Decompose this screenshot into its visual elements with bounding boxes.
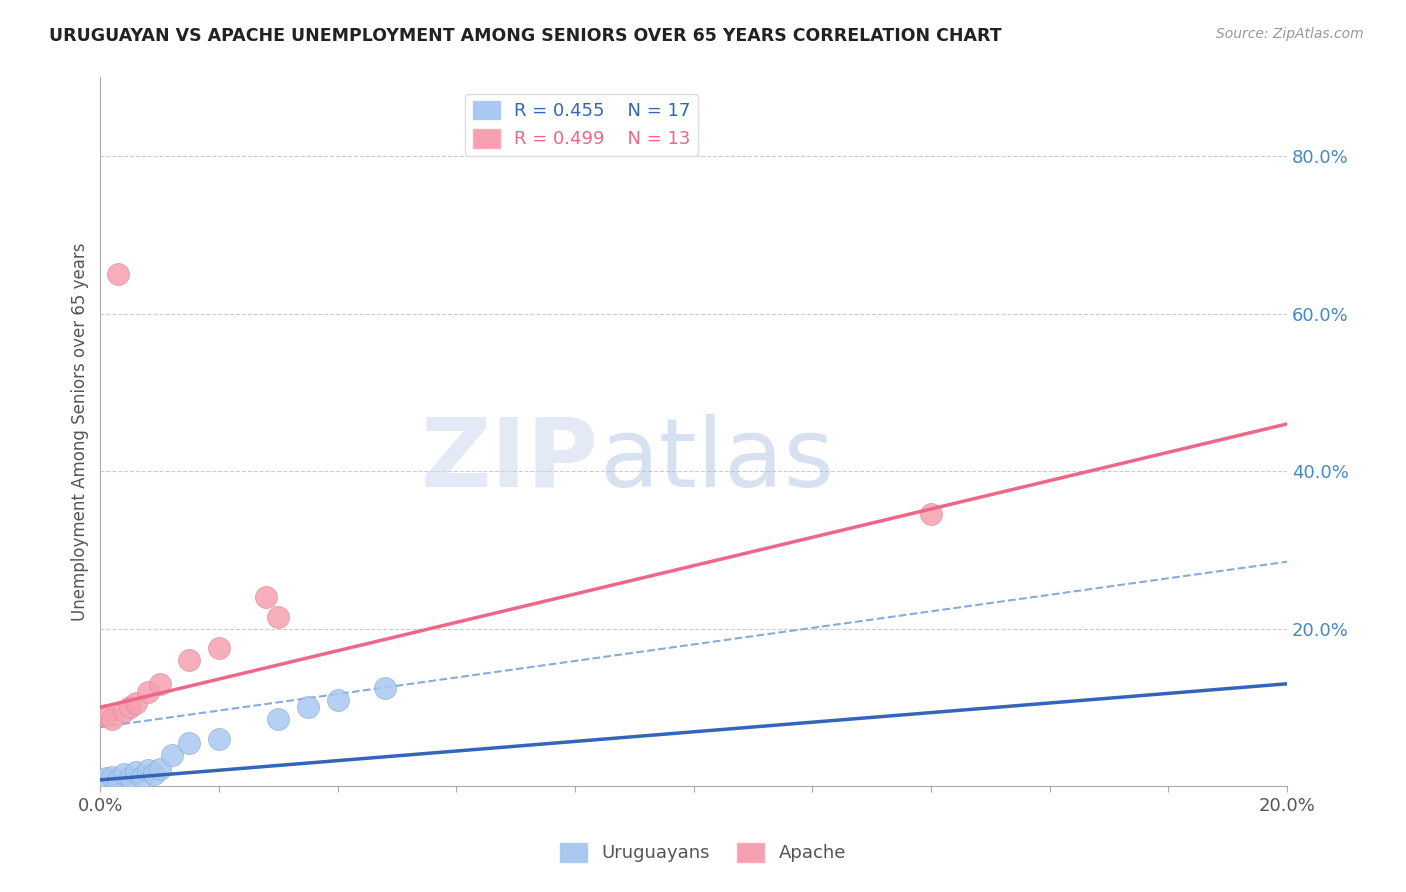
Point <box>256 590 278 604</box>
Point <box>101 770 124 784</box>
Point <box>142 767 165 781</box>
Point <box>107 772 129 787</box>
Point <box>179 736 201 750</box>
Legend: R = 0.455    N = 17, R = 0.499    N = 13: R = 0.455 N = 17, R = 0.499 N = 13 <box>465 94 697 156</box>
Text: Source: ZipAtlas.com: Source: ZipAtlas.com <box>1216 27 1364 41</box>
Y-axis label: Unemployment Among Seniors over 65 years: Unemployment Among Seniors over 65 years <box>72 243 89 621</box>
Point <box>179 653 201 667</box>
Point <box>131 770 153 784</box>
Point <box>136 684 159 698</box>
Point <box>101 712 124 726</box>
Point <box>267 712 290 726</box>
Point <box>112 767 135 781</box>
Text: atlas: atlas <box>599 414 834 507</box>
Point <box>96 771 118 785</box>
Point <box>208 731 231 746</box>
Point <box>112 704 135 718</box>
Point <box>149 762 172 776</box>
Text: ZIP: ZIP <box>420 414 599 507</box>
Point <box>149 677 172 691</box>
Point <box>160 747 183 762</box>
Point <box>136 764 159 778</box>
Point <box>374 681 396 695</box>
Point <box>118 771 141 785</box>
Point <box>107 268 129 282</box>
Point <box>297 700 319 714</box>
Legend: Uruguayans, Apache: Uruguayans, Apache <box>553 836 853 870</box>
Point <box>125 764 148 779</box>
Text: URUGUAYAN VS APACHE UNEMPLOYMENT AMONG SENIORS OVER 65 YEARS CORRELATION CHART: URUGUAYAN VS APACHE UNEMPLOYMENT AMONG S… <box>49 27 1002 45</box>
Point <box>96 708 118 723</box>
Point <box>920 508 942 522</box>
Point <box>326 692 349 706</box>
Point <box>267 610 290 624</box>
Point <box>125 697 148 711</box>
Point <box>118 700 141 714</box>
Point <box>208 641 231 656</box>
